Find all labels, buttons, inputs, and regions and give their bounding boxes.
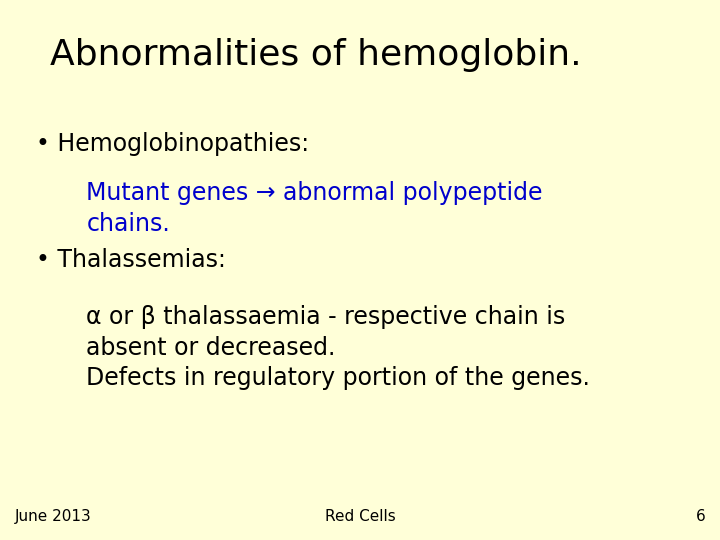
Text: 6: 6	[696, 509, 706, 524]
Text: α or β thalassaemia - respective chain is
absent or decreased.
Defects in regula: α or β thalassaemia - respective chain i…	[86, 305, 590, 390]
Text: Red Cells: Red Cells	[325, 509, 395, 524]
Text: • Hemoglobinopathies:: • Hemoglobinopathies:	[36, 132, 309, 156]
Text: • Thalassemias:: • Thalassemias:	[36, 248, 226, 272]
Text: Mutant genes → abnormal polypeptide
chains.: Mutant genes → abnormal polypeptide chai…	[86, 181, 543, 235]
Text: June 2013: June 2013	[14, 509, 91, 524]
Text: Abnormalities of hemoglobin.: Abnormalities of hemoglobin.	[50, 38, 582, 72]
